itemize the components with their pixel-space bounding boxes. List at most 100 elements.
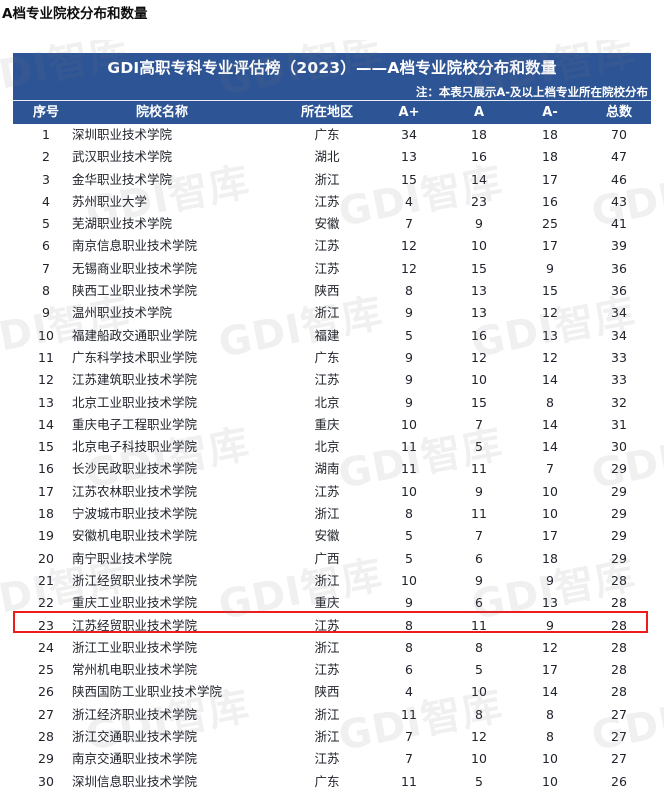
cell-total: 28 (611, 684, 627, 700)
column-header-total: 总数 (605, 105, 632, 120)
cell-school: 重庆工业职业技术学院 (72, 595, 198, 611)
cell-region: 北京 (314, 394, 340, 410)
column-header-region: 所在地区 (300, 105, 353, 120)
cell-rank: 20 (38, 550, 54, 566)
cell-a-minus: 13 (542, 327, 558, 343)
table-row[interactable]: 19 安徽机电职业技术学院 安徽 5 7 17 29 (13, 525, 651, 547)
cell-a-minus: 14 (542, 439, 558, 455)
watermark-text: GDI智库 (0, 673, 1, 762)
table-row[interactable]: 21 浙江经贸职业技术学院 浙江 10 9 9 28 (13, 570, 651, 592)
cell-rank: 24 (38, 639, 54, 655)
table-row[interactable]: 16 长沙民政职业技术学院 湖南 11 11 7 29 (13, 458, 651, 480)
cell-rank: 27 (38, 706, 54, 722)
cell-school: 广东科学技术职业学院 (72, 349, 198, 365)
table-row[interactable]: 24 浙江工业职业技术学院 浙江 8 8 12 28 (13, 637, 651, 659)
cell-a-minus: 12 (542, 305, 558, 321)
cell-region: 江苏 (314, 617, 340, 633)
table-row[interactable]: 29 南京交通职业技术学院 江苏 7 10 10 27 (13, 748, 651, 770)
cell-a-minus: 14 (542, 684, 558, 700)
cell-region: 浙江 (314, 506, 340, 522)
cell-school: 南京交通职业技术学院 (72, 751, 198, 767)
cell-rank: 23 (38, 617, 54, 633)
cell-rank: 3 (42, 171, 50, 187)
table-row[interactable]: 1 深圳职业技术学院 广东 34 18 18 70 (13, 124, 651, 146)
cell-region: 湖北 (314, 149, 340, 165)
cell-rank: 1 (42, 127, 50, 142)
cell-a-minus: 17 (542, 662, 558, 678)
cell-region: 重庆 (314, 416, 340, 432)
table-row[interactable]: 11 广东科学技术职业学院 广东 9 12 12 33 (13, 347, 651, 369)
cell-total: 28 (611, 639, 627, 655)
cell-a: 13 (471, 305, 487, 321)
cell-a-minus: 10 (542, 751, 558, 767)
cell-a-plus: 9 (405, 349, 413, 365)
cell-a-minus: 10 (542, 773, 558, 789)
cell-school: 金华职业技术学院 (72, 171, 173, 187)
cell-region: 广东 (314, 349, 340, 365)
table-row[interactable]: 30 深圳信息职业技术学院 广东 11 5 10 26 (13, 771, 651, 793)
cell-school: 安徽机电职业技术学院 (72, 528, 198, 544)
cell-school: 深圳职业技术学院 (72, 127, 173, 142)
cell-a: 11 (471, 506, 487, 522)
table-row[interactable]: 3 金华职业技术学院 浙江 15 14 17 46 (13, 169, 651, 191)
table-row[interactable]: 20 南宁职业技术学院 广西 5 6 18 29 (13, 548, 651, 570)
cell-rank: 30 (38, 773, 54, 789)
cell-a: 9 (475, 483, 483, 499)
cell-a-plus: 8 (405, 617, 413, 633)
table-row[interactable]: 4 苏州职业大学 江苏 4 23 16 43 (13, 191, 651, 213)
table-row[interactable]: 9 温州职业技术学院 浙江 9 13 12 34 (13, 302, 651, 324)
cell-school: 苏州职业大学 (72, 193, 148, 209)
cell-a: 5 (475, 439, 483, 455)
cell-region: 广东 (314, 127, 340, 142)
cell-a-plus: 8 (405, 506, 413, 522)
table-row[interactable]: 23 江苏经贸职业技术学院 江苏 8 11 9 28 (13, 615, 651, 637)
cell-total: 28 (611, 572, 627, 588)
table-row[interactable]: 18 宁波城市职业技术学院 浙江 8 11 10 29 (13, 503, 651, 525)
cell-region: 江苏 (314, 662, 340, 678)
table-row[interactable]: 14 重庆电子工程职业学院 重庆 10 7 14 31 (13, 414, 651, 436)
table-row[interactable]: 8 陕西工业职业技术学院 陕西 8 13 15 36 (13, 280, 651, 302)
table-row[interactable]: 10 福建船政交通职业学院 福建 5 16 13 34 (13, 325, 651, 347)
table-row[interactable]: 22 重庆工业职业技术学院 重庆 9 6 13 28 (13, 592, 651, 614)
cell-total: 26 (611, 773, 627, 789)
cell-a-minus: 25 (542, 216, 558, 232)
ranking-table: GDI高职专科专业评估榜（2023）——A档专业院校分布和数量 注：本表只展示A… (13, 53, 651, 793)
cell-region: 安徽 (314, 216, 340, 232)
table-row[interactable]: 28 浙江交通职业技术学院 浙江 7 12 8 27 (13, 726, 651, 748)
table-row[interactable]: 17 江苏农林职业技术学院 江苏 10 9 10 29 (13, 481, 651, 503)
cell-a-minus: 9 (546, 617, 554, 633)
cell-school: 北京电子科技职业学院 (72, 439, 198, 455)
cell-a-plus: 12 (401, 238, 417, 254)
cell-school: 南京信息职业技术学院 (72, 238, 198, 254)
column-header-rank: 序号 (32, 105, 59, 120)
table-row[interactable]: 12 江苏建筑职业技术学院 江苏 9 10 14 33 (13, 369, 651, 391)
cell-a-plus: 10 (401, 416, 417, 432)
cell-region: 陕西 (314, 283, 340, 299)
cell-a: 23 (471, 193, 487, 209)
cell-rank: 11 (38, 349, 54, 365)
table-banner-title: GDI高职专科专业评估榜（2023）——A档专业院校分布和数量 (13, 53, 651, 83)
cell-school: 深圳信息职业技术学院 (72, 773, 198, 789)
cell-school: 江苏经贸职业技术学院 (72, 617, 198, 633)
table-row[interactable]: 26 陕西国防工业职业技术学院 陕西 4 10 14 28 (13, 681, 651, 703)
table-row[interactable]: 13 北京工业职业技术学院 北京 9 15 8 32 (13, 392, 651, 414)
cell-region: 浙江 (314, 171, 340, 187)
table-row[interactable]: 6 南京信息职业技术学院 江苏 12 10 17 39 (13, 235, 651, 257)
cell-school: 北京工业职业技术学院 (72, 394, 198, 410)
cell-total: 46 (611, 171, 627, 187)
cell-a-minus: 17 (542, 528, 558, 544)
cell-region: 江苏 (314, 238, 340, 254)
table-row[interactable]: 27 浙江经济职业技术学院 浙江 11 8 8 27 (13, 704, 651, 726)
table-row[interactable]: 25 常州机电职业技术学院 江苏 6 5 17 28 (13, 659, 651, 681)
cell-region: 江苏 (314, 483, 340, 499)
watermark-text: GDI智库 (0, 411, 1, 500)
cell-a: 7 (475, 416, 483, 432)
table-row[interactable]: 5 芜湖职业技术学院 安徽 7 9 25 41 (13, 213, 651, 235)
cell-total: 43 (611, 193, 627, 209)
cell-a: 8 (475, 639, 483, 655)
table-row[interactable]: 2 武汉职业技术学院 湖北 13 16 18 47 (13, 146, 651, 168)
cell-school: 温州职业技术学院 (72, 305, 173, 321)
table-row[interactable]: 7 无锡商业职业技术学院 江苏 12 15 9 36 (13, 258, 651, 280)
table-row[interactable]: 15 北京电子科技职业学院 北京 11 5 14 30 (13, 436, 651, 458)
cell-total: 28 (611, 595, 627, 611)
